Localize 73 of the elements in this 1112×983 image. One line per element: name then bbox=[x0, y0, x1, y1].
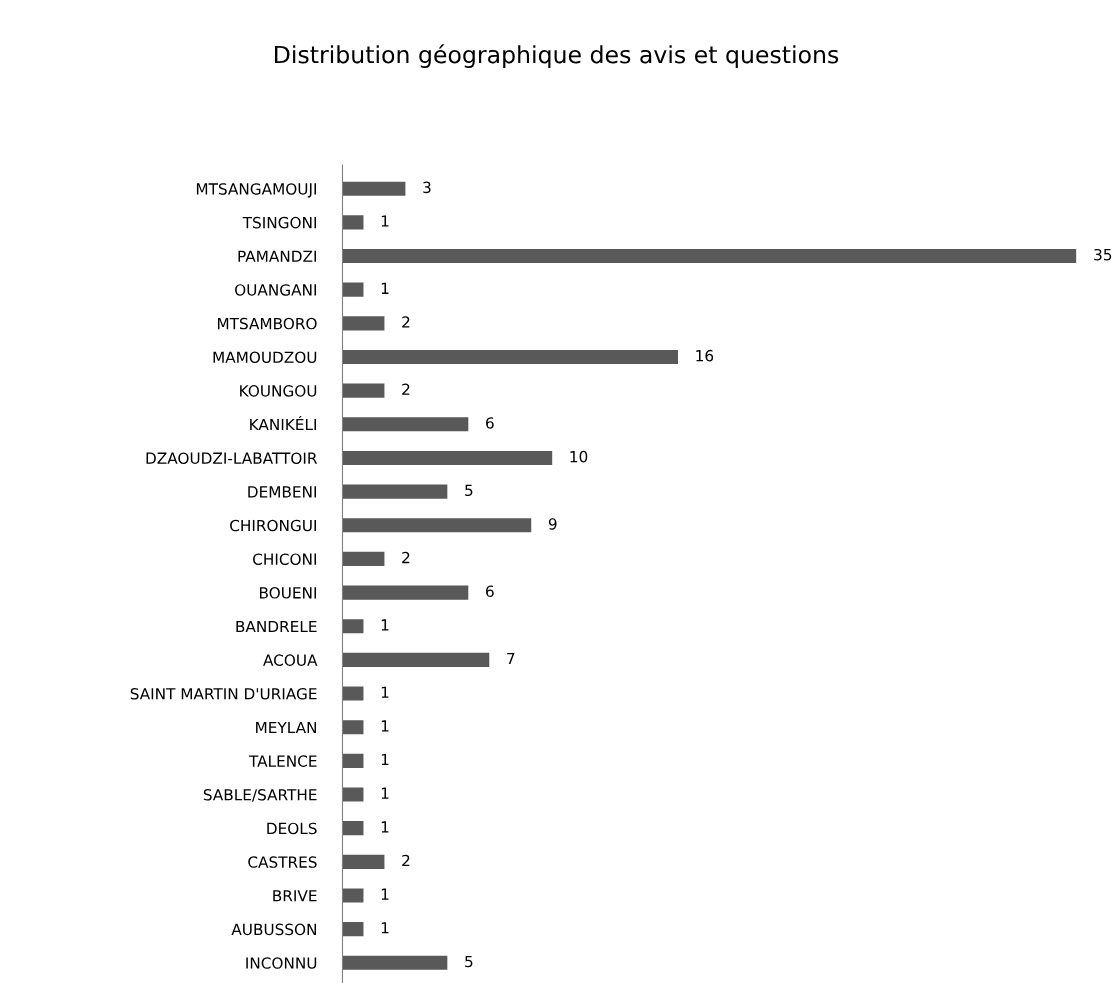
bar bbox=[342, 720, 364, 735]
data-label: 1 bbox=[381, 215, 389, 227]
y-tick-label: BANDRELE bbox=[236, 620, 317, 633]
data-label: 5 bbox=[465, 955, 473, 968]
bar bbox=[342, 585, 469, 600]
data-label: 2 bbox=[402, 551, 410, 564]
y-tick-label: ACOUA bbox=[263, 654, 318, 666]
data-label: 5 bbox=[465, 484, 473, 497]
bar bbox=[342, 248, 1077, 264]
data-label: 1 bbox=[381, 787, 389, 799]
bar bbox=[342, 888, 364, 903]
y-tick-label: KOUNGOU bbox=[240, 385, 317, 397]
bar bbox=[342, 787, 364, 802]
bar bbox=[342, 619, 364, 634]
data-label: 1 bbox=[381, 922, 389, 934]
bar bbox=[342, 215, 364, 230]
data-label: 16 bbox=[696, 349, 714, 362]
y-tick-label: BRIVE bbox=[273, 890, 317, 902]
data-label: 2 bbox=[402, 383, 410, 395]
bar bbox=[342, 821, 364, 836]
data-label: 6 bbox=[486, 585, 494, 598]
y-tick-label: KANIKÉLI bbox=[250, 415, 316, 431]
bar bbox=[342, 316, 385, 331]
y-tick-label: PAMANDZI bbox=[238, 250, 316, 262]
data-label: 10 bbox=[570, 450, 588, 463]
bar bbox=[342, 922, 364, 937]
y-tick-label: BOUENI bbox=[259, 587, 316, 599]
y-tick-label: DEMBENI bbox=[248, 486, 316, 498]
y-tick-label: DEOLS bbox=[267, 822, 317, 835]
bar bbox=[342, 753, 364, 768]
data-label: 9 bbox=[548, 518, 557, 530]
data-label: 7 bbox=[507, 652, 515, 665]
bar bbox=[342, 551, 385, 566]
bar bbox=[342, 854, 385, 869]
bar bbox=[342, 383, 385, 398]
bar bbox=[342, 518, 532, 533]
bar bbox=[342, 484, 448, 499]
data-label: 6 bbox=[486, 417, 494, 429]
bar bbox=[342, 349, 678, 365]
data-label: 1 bbox=[381, 686, 389, 698]
data-label: 2 bbox=[402, 854, 410, 867]
y-tick-label: DZAOUDZI-LABATTOIR bbox=[146, 452, 318, 464]
y-tick-label: MAMOUDZOU bbox=[213, 351, 317, 364]
bar bbox=[342, 282, 364, 297]
data-label: 1 bbox=[381, 753, 389, 766]
y-tick-label: INCONNU bbox=[246, 957, 317, 969]
bar bbox=[342, 181, 406, 196]
y-tick-label: AUBUSSON bbox=[231, 923, 316, 936]
y-tick-label: CHICONI bbox=[253, 553, 316, 565]
y-tick-label: CASTRES bbox=[248, 856, 317, 868]
data-label: 1 bbox=[381, 720, 389, 732]
y-tick-label: CHIRONGUI bbox=[230, 519, 316, 532]
bar bbox=[342, 686, 364, 701]
y-tick-label: MTSAMBORO bbox=[217, 317, 317, 330]
bar bbox=[342, 450, 553, 466]
bar bbox=[342, 417, 469, 432]
data-label: 35 bbox=[1094, 248, 1112, 261]
y-tick-label: TALENCE bbox=[248, 755, 317, 767]
y-tick-label: SABLE/SARTHE bbox=[203, 788, 317, 802]
y-tick-label: MTSANGAMOUJI bbox=[196, 183, 316, 198]
y-tick-label: OUANGANI bbox=[235, 284, 316, 296]
data-label: 1 bbox=[381, 619, 389, 631]
data-label: 1 bbox=[381, 821, 389, 833]
data-label: 1 bbox=[381, 888, 389, 900]
bar bbox=[342, 955, 448, 970]
data-label: 1 bbox=[381, 282, 389, 294]
chart-title: Distribution géographique des avis et questions bbox=[275, 44, 839, 69]
y-tick-label: TSINGONI bbox=[242, 216, 316, 229]
bar bbox=[342, 652, 490, 667]
data-label: 2 bbox=[402, 316, 410, 328]
data-label: 3 bbox=[423, 181, 431, 194]
y-tick-label: SAINT MARTIN D'URIAGE bbox=[130, 688, 317, 700]
y-tick-label: MEYLAN bbox=[256, 721, 316, 734]
